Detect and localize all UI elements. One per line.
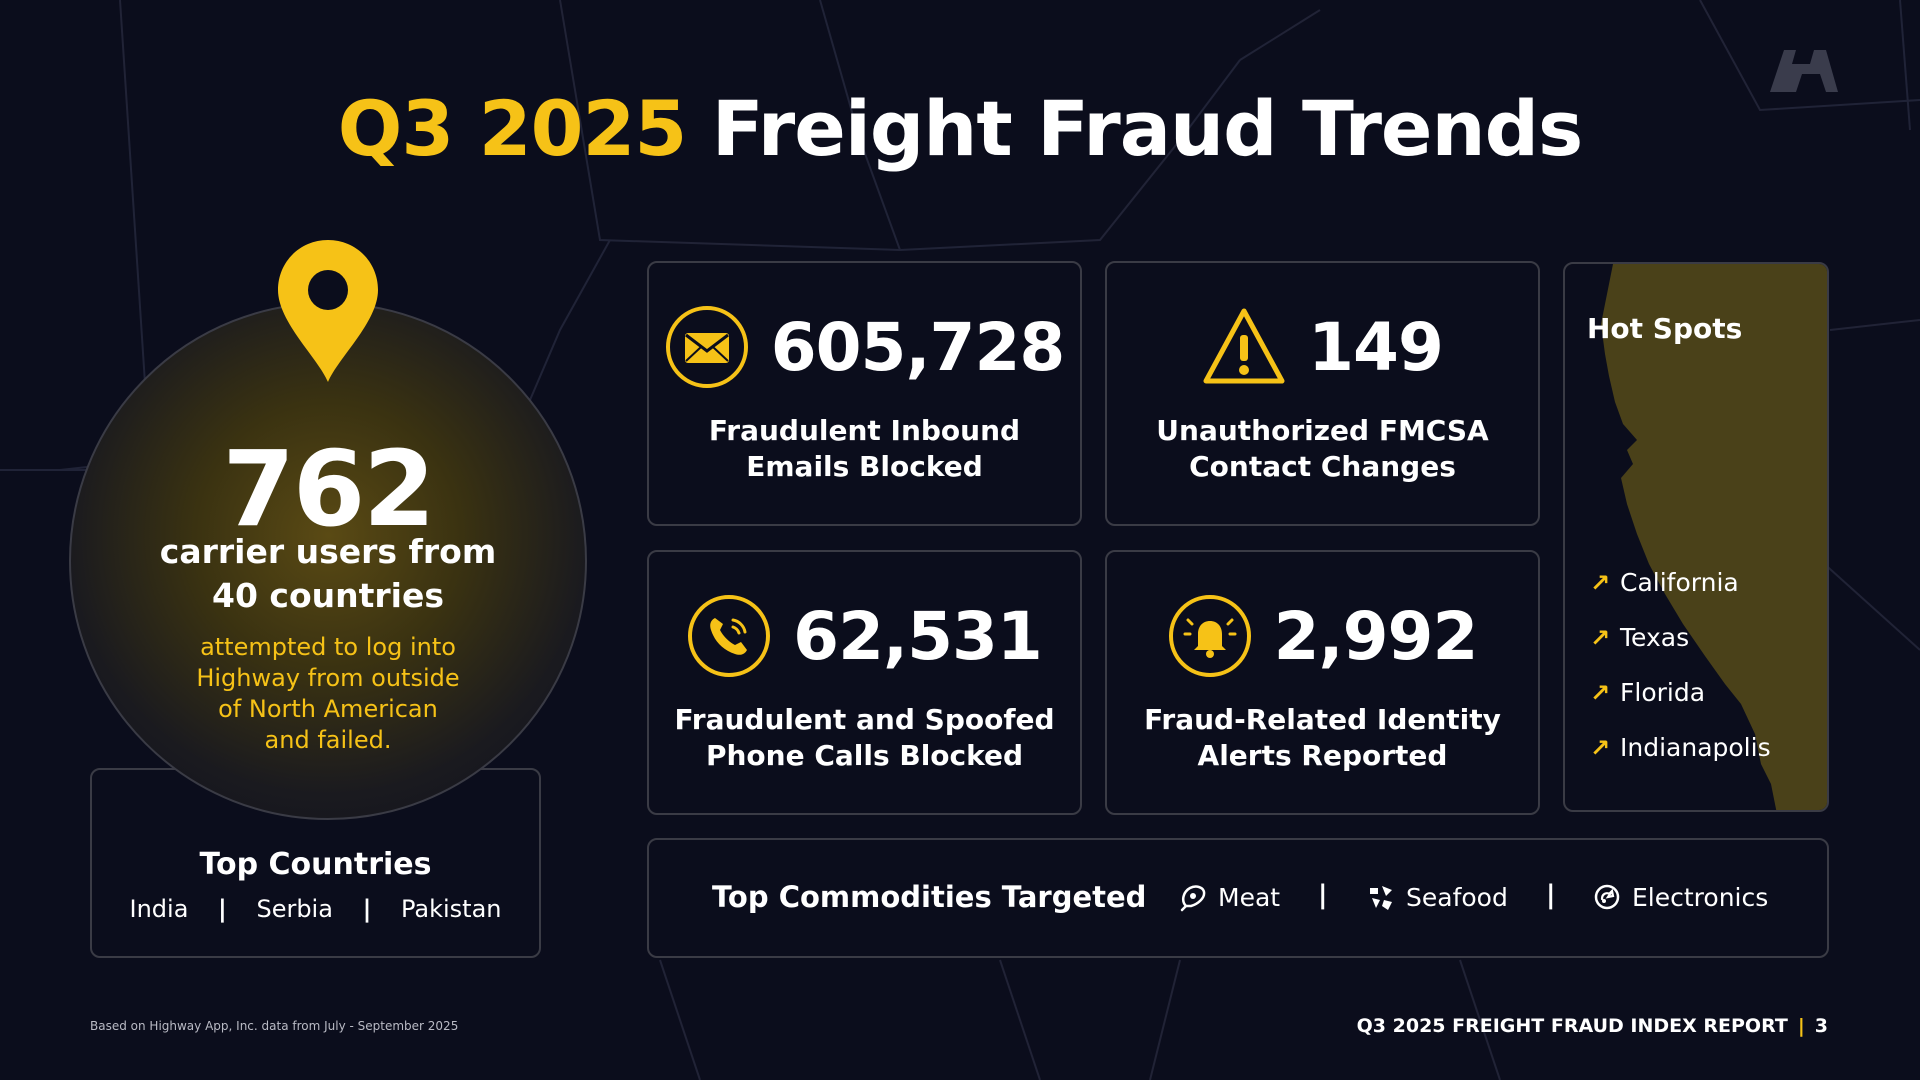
hot-spot-label: Texas xyxy=(1620,623,1690,652)
page-number: 3 xyxy=(1814,1015,1828,1037)
report-footer: Q3 2025 FREIGHT FRAUD INDEX REPORT | 3 xyxy=(1357,1015,1828,1037)
stat-number: 2,992 xyxy=(1273,597,1479,675)
bell-icon xyxy=(1168,595,1251,677)
commodity-label: Meat xyxy=(1218,882,1281,912)
arrow-up-right-icon: ↗ xyxy=(1590,623,1611,652)
hot-spot-label: Florida xyxy=(1620,678,1706,707)
stat-label: Fraud-Related Identity Alerts Reported xyxy=(1107,702,1538,774)
california-map-icon xyxy=(1601,264,1827,810)
phone-icon xyxy=(688,595,771,677)
seafood-icon xyxy=(1370,886,1392,910)
stat-card-emails: 605,728 Fraudulent Inbound Emails Blocke… xyxy=(647,261,1082,526)
login-attempts-number: 762 xyxy=(222,428,435,550)
stat-label: Fraudulent Inbound Emails Blocked xyxy=(649,413,1080,485)
hot-spot-label: California xyxy=(1620,568,1739,597)
commodity-label: Electronics xyxy=(1632,882,1769,912)
stat-card-fmcsa: 149 Unauthorized FMCSA Contact Changes xyxy=(1105,261,1540,526)
title-rest: Freight Fraud Trends xyxy=(711,84,1583,173)
commodity-item: Meat xyxy=(1178,882,1280,912)
stat-label: Fraudulent and Spoofed Phone Calls Block… xyxy=(649,702,1080,774)
stat-label-line: Alerts Reported xyxy=(1197,739,1448,772)
country-item: Serbia xyxy=(256,895,333,923)
stat-label-line: Fraud-Related Identity xyxy=(1144,703,1501,736)
hot-spot-item: ↗ Florida xyxy=(1590,678,1705,707)
electronics-icon xyxy=(1594,884,1620,910)
separator: | xyxy=(1318,880,1328,910)
top-countries-list: India | Serbia | Pakistan xyxy=(90,895,541,923)
stat-number: 149 xyxy=(1308,308,1444,386)
hot-spots-panel xyxy=(1563,262,1829,812)
warning-triangle-icon xyxy=(1203,308,1285,384)
login-attempts-note: attempted to log into Highway from outsi… xyxy=(169,632,487,756)
commodity-item: Seafood xyxy=(1366,882,1508,912)
note-line: of North American xyxy=(218,695,438,723)
footer-divider: | xyxy=(1797,1015,1805,1037)
login-attempts-subtitle: carrier users from 40 countries xyxy=(69,530,587,618)
separator: | xyxy=(1546,880,1556,910)
note-line: and failed. xyxy=(264,726,392,754)
arrow-up-right-icon: ↗ xyxy=(1590,678,1611,707)
stat-label-line: Fraudulent Inbound xyxy=(708,414,1021,447)
envelope-icon xyxy=(665,306,748,388)
meat-icon xyxy=(1180,885,1206,912)
hot-spot-label: Indianapolis xyxy=(1620,733,1771,762)
hot-spot-item: ↗ Texas xyxy=(1590,623,1689,652)
stat-number: 62,531 xyxy=(793,597,1043,675)
subtitle-line: carrier users from xyxy=(159,532,497,571)
note-line: attempted to log into xyxy=(200,633,456,661)
subtitle-line: 40 countries xyxy=(211,576,444,615)
title-highlight: Q3 2025 xyxy=(337,84,687,173)
commodities-panel xyxy=(647,838,1829,958)
hot-spots-title: Hot Spots xyxy=(1587,312,1743,345)
separator: | xyxy=(218,895,227,923)
stat-label-line: Phone Calls Blocked xyxy=(705,739,1024,772)
separator: | xyxy=(362,895,372,923)
country-item: Pakistan xyxy=(400,895,502,923)
stat-label-line: Emails Blocked xyxy=(746,450,983,483)
hot-spot-item: ↗ California xyxy=(1590,568,1739,597)
stat-label-line: Fraudulent and Spoofed xyxy=(674,703,1055,736)
note-line: Highway from outside xyxy=(196,664,460,692)
stat-label-line: Unauthorized FMCSA xyxy=(1156,414,1489,447)
report-title: Q3 2025 FREIGHT FRAUD INDEX REPORT xyxy=(1356,1015,1788,1037)
location-pin-icon xyxy=(278,240,378,382)
stat-label: Unauthorized FMCSA Contact Changes xyxy=(1107,413,1538,485)
login-attempts-circle xyxy=(69,302,587,820)
stat-card-identity-alerts: 2,992 Fraud-Related Identity Alerts Repo… xyxy=(1105,550,1540,815)
stat-number: 605,728 xyxy=(770,308,1066,386)
source-footnote: Based on Highway App, Inc. data from Jul… xyxy=(90,1019,459,1033)
hot-spot-item: ↗ Indianapolis xyxy=(1590,733,1771,762)
top-countries-title: Top Countries xyxy=(199,847,432,882)
stat-label-line: Contact Changes xyxy=(1189,450,1456,483)
arrow-up-right-icon: ↗ xyxy=(1590,568,1611,597)
commodities-title: Top Commodities Targeted xyxy=(712,880,1147,914)
commodity-item: Electronics xyxy=(1592,882,1768,912)
stat-card-phone-calls: 62,531 Fraudulent and Spoofed Phone Call… xyxy=(647,550,1082,815)
arrow-up-right-icon: ↗ xyxy=(1590,733,1611,762)
page-title: Q3 2025 Freight Fraud Trends xyxy=(0,84,1920,173)
country-item: India xyxy=(129,895,189,923)
highway-logo-icon xyxy=(1770,50,1838,92)
commodity-label: Seafood xyxy=(1406,882,1508,912)
